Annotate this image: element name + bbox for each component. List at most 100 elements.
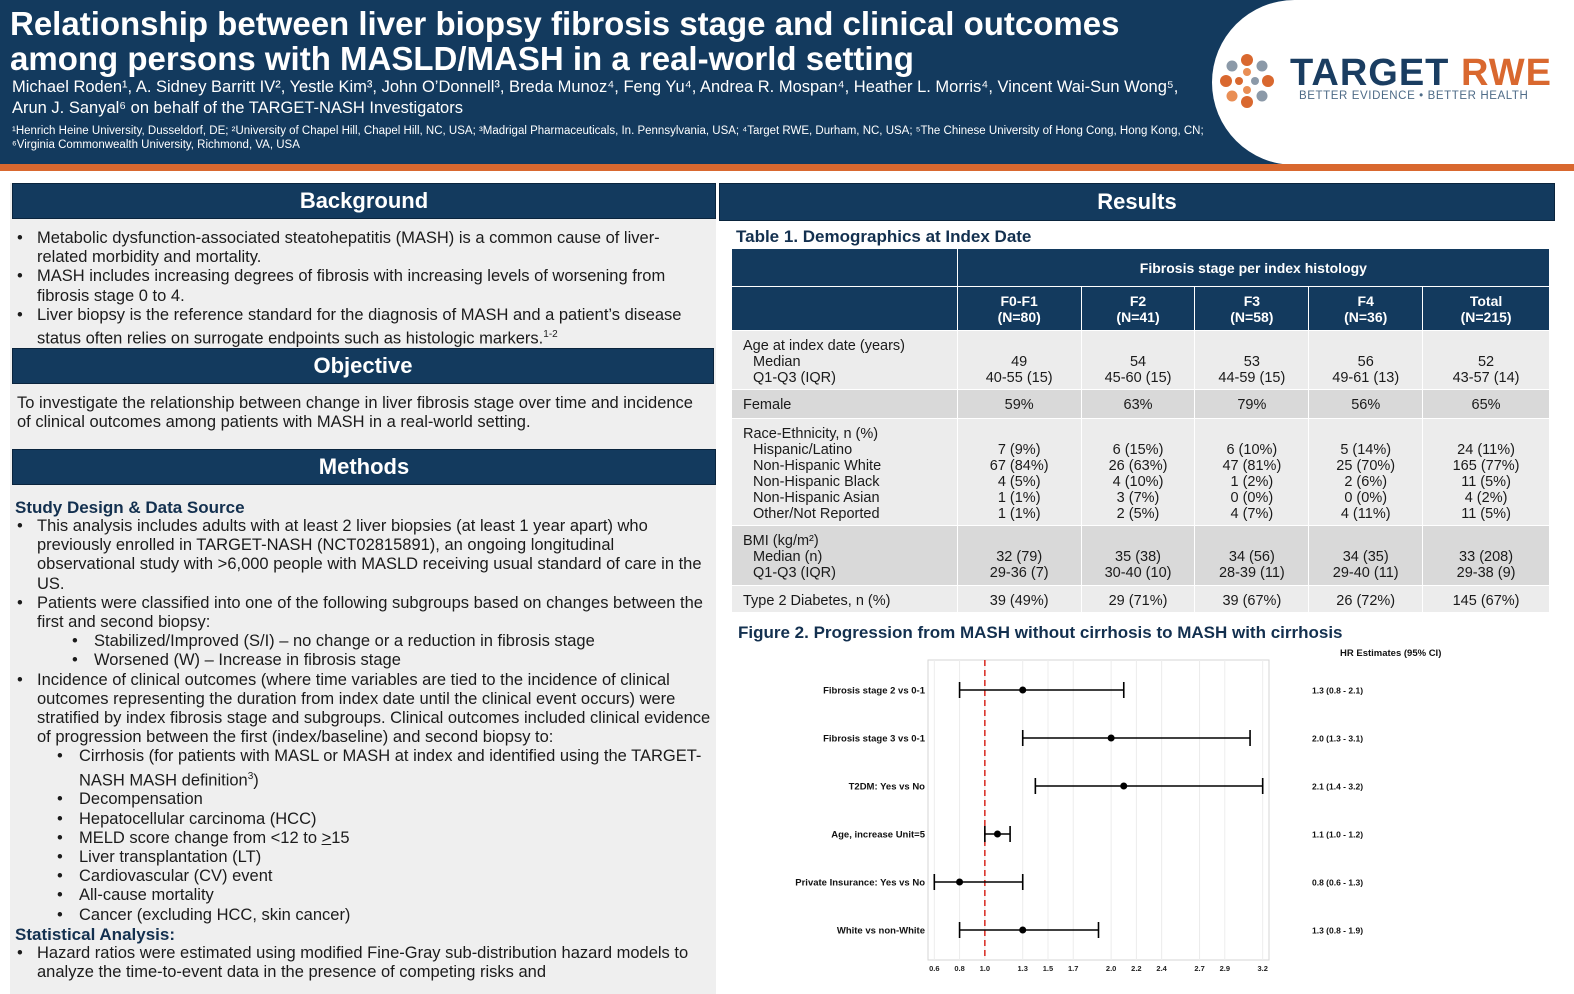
table-title: Table 1. Demographics at Index Date xyxy=(736,227,1032,246)
table-cell: 56 49-61 (13) xyxy=(1308,330,1424,390)
bmi-label: BMI (kg/m²) xyxy=(743,533,819,549)
row-label: Age at index date (years) Median Q1-Q3 (IQ… xyxy=(731,330,958,390)
table-cell: 29 (71%) xyxy=(1080,585,1196,613)
target-rwe-logo-icon xyxy=(1220,54,1274,108)
iqr-label: Q1-Q3 (IQR) xyxy=(753,370,836,386)
cirrhosis-close: ) xyxy=(253,771,259,790)
tick-label: 2.2 xyxy=(1131,964,1141,973)
background-bullet: Liver biopsy is the reference standard f… xyxy=(12,306,702,349)
row-labels: Fibrosis stage 2 vs 0-1 Fibrosis stage 3 … xyxy=(795,686,925,937)
row-label: Race-Ethnicity, n (%) Hispanic/Latino No… xyxy=(731,418,958,526)
column-n: (N=215) xyxy=(1460,308,1512,325)
table-cell: 7 (9%) 67 (84%) 4 (5%) 1 (1%) 1 (1%) xyxy=(956,418,1082,526)
figure-title: Figure 2. Progression from MASH without … xyxy=(738,623,1343,642)
methods-bullet: Hazard ratios were estimated using modif… xyxy=(12,944,712,982)
table-cell: 24 (11%) 165 (77%) 11 (5%) 4 (2%) 11 (5%) xyxy=(1422,418,1550,526)
table-corner xyxy=(731,286,958,331)
tick-label: 0.6 xyxy=(929,964,939,973)
outcome-item: Cirrhosis (for patients with MASL or MAS… xyxy=(12,747,712,790)
estimate-label: 0.8 (0.6 - 1.3) xyxy=(1312,878,1363,888)
methods-section: Study Design & Data Source This analysis… xyxy=(12,498,712,982)
tick-label: 0.8 xyxy=(954,964,964,973)
point-estimate xyxy=(1019,686,1027,694)
table-cell: 56% xyxy=(1308,389,1424,419)
logo-tagline: BETTER EVIDENCE • BETTER HEALTH xyxy=(1299,90,1529,102)
column-header: F3 (N=58) xyxy=(1194,286,1310,331)
column-header: F2 (N=41) xyxy=(1080,286,1196,331)
header-accent-rule xyxy=(0,164,1574,171)
objective-heading: Objective xyxy=(12,348,714,384)
statistical-analysis-heading: Statistical Analysis: xyxy=(15,924,175,944)
table-cell: 5 (14%) 25 (70%) 2 (6%) 0 (0%) 4 (11%) xyxy=(1308,418,1424,526)
table-cell: 39 (67%) xyxy=(1194,585,1310,613)
citation-sup: 3 xyxy=(247,770,254,782)
column-n: (N=80) xyxy=(997,308,1041,325)
column-name: F0-F1 xyxy=(1000,292,1038,309)
row-label: Private Insurance: Yes vs No xyxy=(795,878,925,889)
column-n: (N=36) xyxy=(1344,308,1388,325)
x-axis-ticks: 0.6 0.8 1.0 1.3 1.5 1.7 2.0 2.2 2.4 2.7 2.9 3.2 xyxy=(929,964,1268,973)
table-group-header: Fibrosis stage per index histology xyxy=(956,248,1551,287)
estimate-label: 2.0 (1.3 - 3.1) xyxy=(1312,734,1363,744)
row-label: Fibrosis stage 2 vs 0-1 xyxy=(823,686,926,697)
subgroup-item: Worsened (W) – Increase in fibrosis stag… xyxy=(12,651,712,670)
tick-label: 1.0 xyxy=(980,964,990,973)
table-cell: 53 44-59 (15) xyxy=(1194,330,1310,390)
race-label: Race-Ethnicity, n (%) xyxy=(743,426,879,442)
point-estimate xyxy=(956,878,964,886)
point-estimate xyxy=(993,830,1001,838)
table-cell: 79% xyxy=(1194,389,1310,419)
outcome-item: Decompensation xyxy=(12,790,712,809)
tick-label: 1.5 xyxy=(1043,964,1053,973)
column-n: (N=58) xyxy=(1230,308,1274,325)
tick-label: 2.4 xyxy=(1156,964,1167,973)
table-cell: 54 45-60 (15) xyxy=(1080,330,1196,390)
table-row: Race-Ethnicity, n (%) Hispanic/Latino No… xyxy=(731,418,1550,526)
estimate-label: 1.3 (0.8 - 1.9) xyxy=(1312,926,1363,936)
tick-label: 1.3 xyxy=(1018,964,1028,973)
estimate-label: 1.3 (0.8 - 2.1) xyxy=(1312,686,1363,696)
table-cell: 34 (35) 29-40 (11) xyxy=(1308,525,1424,586)
outcome-item: Cardiovascular (CV) event xyxy=(12,867,712,886)
logo-name-target: TARGET xyxy=(1290,52,1450,94)
table-row: Type 2 Diabetes, n (%) 39 (49%) 29 (71%)… xyxy=(731,585,1550,613)
table-row: Age at index date (years) Median Q1-Q3 (IQ… xyxy=(731,330,1550,390)
table-row: BMI (kg/m²) Median (n) Q1-Q3 (IQR) 32 (79)… xyxy=(731,525,1550,586)
outcome-item: All-cause mortality xyxy=(12,886,712,905)
row-label: BMI (kg/m²) Median (n) Q1-Q3 (IQR) xyxy=(731,525,958,586)
table-cell: 6 (15%) 26 (63%) 4 (10%) 3 (7%) 2 (5%) xyxy=(1080,418,1196,526)
gridlines xyxy=(933,660,1264,960)
tick-label: 2.7 xyxy=(1194,964,1204,973)
logo-wordmark: TARGET RWE xyxy=(1290,52,1552,95)
meld-ge: > xyxy=(321,828,332,847)
column-name: F4 xyxy=(1357,292,1374,309)
table-cell: 63% xyxy=(1080,389,1196,419)
estimate-label: 1.1 (1.0 - 1.2) xyxy=(1312,830,1363,840)
outcome-item: Hepatocellular carcinoma (HCC) xyxy=(12,810,712,829)
row-label: Female xyxy=(731,389,958,419)
table-cell: 6 (10%) 47 (81%) 1 (2%) 0 (0%) 4 (7%) xyxy=(1194,418,1310,526)
tick-label: 1.7 xyxy=(1068,964,1078,973)
table-corner xyxy=(731,248,958,287)
column-header: F0-F1 (N=80) xyxy=(956,286,1082,331)
column-header: F4 (N=36) xyxy=(1308,286,1424,331)
median-label: Median xyxy=(753,354,801,370)
meld-text: MELD score change from <12 to xyxy=(79,828,322,847)
row-label: Type 2 Diabetes, n (%) xyxy=(731,585,958,613)
plot-panel xyxy=(927,659,1270,961)
demographics-table: Fibrosis stage per index histology F0-F1… xyxy=(731,248,1551,613)
meld-value: 15 xyxy=(331,828,350,847)
table-row: Female 59% 63% 79% 56% 65% xyxy=(731,389,1550,419)
table-cell: 145 (67%) xyxy=(1422,585,1550,613)
logo-ring-icon xyxy=(1220,54,1274,108)
row-label: T2DM: Yes vs No xyxy=(849,782,926,793)
results-heading: Results xyxy=(719,183,1555,221)
table-cell: 35 (38) 30-40 (10) xyxy=(1080,525,1196,586)
author-list: Michael Roden¹, A. Sidney Barritt IV², Y… xyxy=(12,78,1179,117)
row-label: Fibrosis stage 3 vs 0-1 xyxy=(823,734,926,745)
poster-header: Relationship between liver biopsy fibros… xyxy=(0,0,1574,171)
table-cell: 33 (208) 29-38 (9) xyxy=(1422,525,1550,586)
table-cell: 39 (49%) xyxy=(956,585,1082,613)
table-cell: 59% xyxy=(956,389,1082,419)
column-name: Total xyxy=(1469,292,1503,309)
